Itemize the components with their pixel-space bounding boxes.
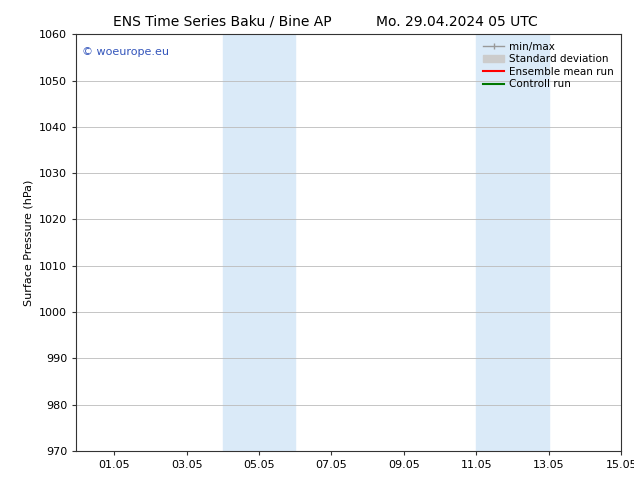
Text: Mo. 29.04.2024 05 UTC: Mo. 29.04.2024 05 UTC [375, 15, 538, 29]
Text: © woeurope.eu: © woeurope.eu [82, 47, 169, 57]
Bar [259, 34, 295, 451]
Bar [513, 34, 549, 451]
Bar [223, 34, 259, 451]
Bar [476, 34, 513, 451]
Y-axis label: Surface Pressure (hPa): Surface Pressure (hPa) [23, 179, 34, 306]
Text: ENS Time Series Baku / Bine AP: ENS Time Series Baku / Bine AP [113, 15, 331, 29]
Legend: min/max, Standard deviation, Ensemble mean run, Controll run: min/max, Standard deviation, Ensemble me… [481, 40, 616, 92]
